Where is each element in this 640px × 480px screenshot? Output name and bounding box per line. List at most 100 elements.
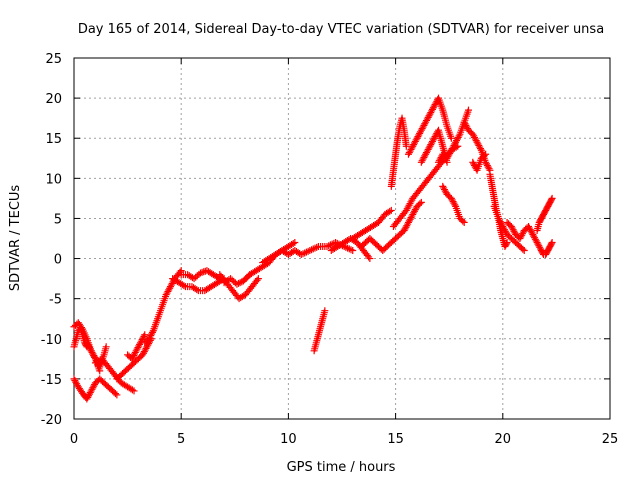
data-point <box>87 387 95 395</box>
data-point <box>84 393 92 401</box>
data-point <box>304 247 312 255</box>
data-point <box>85 344 93 352</box>
data-point <box>428 107 436 115</box>
data-point <box>90 352 98 360</box>
data-point <box>530 232 538 240</box>
data-point <box>86 389 94 397</box>
data-point <box>73 380 81 388</box>
data-point <box>445 151 453 159</box>
data-point <box>434 158 442 166</box>
data-point <box>449 143 457 151</box>
data-point <box>536 243 544 251</box>
data-point <box>326 241 334 249</box>
data-point <box>520 247 528 255</box>
data-point <box>140 332 148 340</box>
data-point <box>531 235 539 243</box>
data-point <box>417 198 425 206</box>
data-point <box>417 158 425 166</box>
data-point <box>426 110 434 118</box>
grid <box>74 58 610 419</box>
data-point <box>444 153 452 161</box>
data-point <box>452 137 460 145</box>
data-point <box>139 334 147 342</box>
data-point <box>418 125 426 133</box>
data-point <box>518 231 526 239</box>
data-point <box>428 105 436 113</box>
data-point <box>519 230 527 238</box>
data-point <box>407 145 415 153</box>
data-point <box>525 222 533 230</box>
data-point <box>501 227 509 235</box>
plot-frame <box>73 57 611 420</box>
data-point <box>548 194 556 202</box>
data-point <box>148 330 156 338</box>
data-point <box>474 140 482 148</box>
data-point <box>313 243 321 251</box>
data-point <box>83 395 91 403</box>
data-point <box>503 239 511 247</box>
data-point <box>460 218 468 226</box>
data-point <box>410 209 418 217</box>
data-point <box>90 382 98 390</box>
data-point <box>297 251 305 259</box>
data-point <box>496 218 504 226</box>
data-point <box>406 147 414 155</box>
data-point <box>142 344 150 352</box>
data-point <box>436 155 444 163</box>
data-point <box>193 286 201 294</box>
y-tick-label: 0 <box>54 253 62 268</box>
data-point <box>537 245 545 253</box>
data-point <box>510 227 518 235</box>
data-point <box>447 134 455 142</box>
data-point <box>414 133 422 141</box>
data-point <box>464 106 472 114</box>
data-point <box>311 244 319 252</box>
data-point <box>448 145 456 153</box>
data-point <box>323 243 331 251</box>
y-tick-label: -10 <box>41 333 62 348</box>
data-point <box>485 165 493 173</box>
data-point <box>483 161 491 169</box>
data-point <box>480 152 488 160</box>
data-point <box>508 224 516 232</box>
data-point <box>499 222 507 230</box>
data-point <box>167 281 175 289</box>
data-point <box>165 286 173 294</box>
data-point <box>502 240 510 248</box>
data-point <box>141 346 149 354</box>
y-tick-label: 25 <box>45 52 62 67</box>
data-point <box>85 390 93 398</box>
data-point <box>306 247 314 255</box>
data-point <box>460 118 468 126</box>
data-point <box>443 154 451 162</box>
data-point <box>309 245 317 253</box>
data-point <box>134 344 142 352</box>
data-point <box>72 378 80 386</box>
x-tick-label: 10 <box>280 432 297 447</box>
data-point <box>148 328 156 336</box>
data-point <box>421 120 429 128</box>
data-point <box>233 280 241 288</box>
data-point <box>164 287 172 295</box>
y-tick-labels: -20 -15 -10 -5 0 5 10 15 20 25 <box>41 52 62 428</box>
data-point <box>85 342 93 350</box>
data-point <box>423 147 431 155</box>
data-point <box>89 384 97 392</box>
data-point <box>139 349 147 357</box>
data-point <box>347 246 355 254</box>
data-point <box>422 150 430 158</box>
data-point <box>147 332 155 340</box>
data-point <box>519 245 527 253</box>
data-point <box>461 120 469 128</box>
data-point <box>516 235 524 242</box>
data-point <box>422 118 430 126</box>
x-axis-label: GPS time / hours <box>287 460 396 475</box>
data-point <box>405 217 413 225</box>
data-point <box>517 233 525 241</box>
data-point <box>462 121 470 129</box>
data-point <box>507 222 515 230</box>
data-point <box>289 240 297 248</box>
y-tick-label: 20 <box>45 92 62 107</box>
data-point <box>475 141 483 149</box>
